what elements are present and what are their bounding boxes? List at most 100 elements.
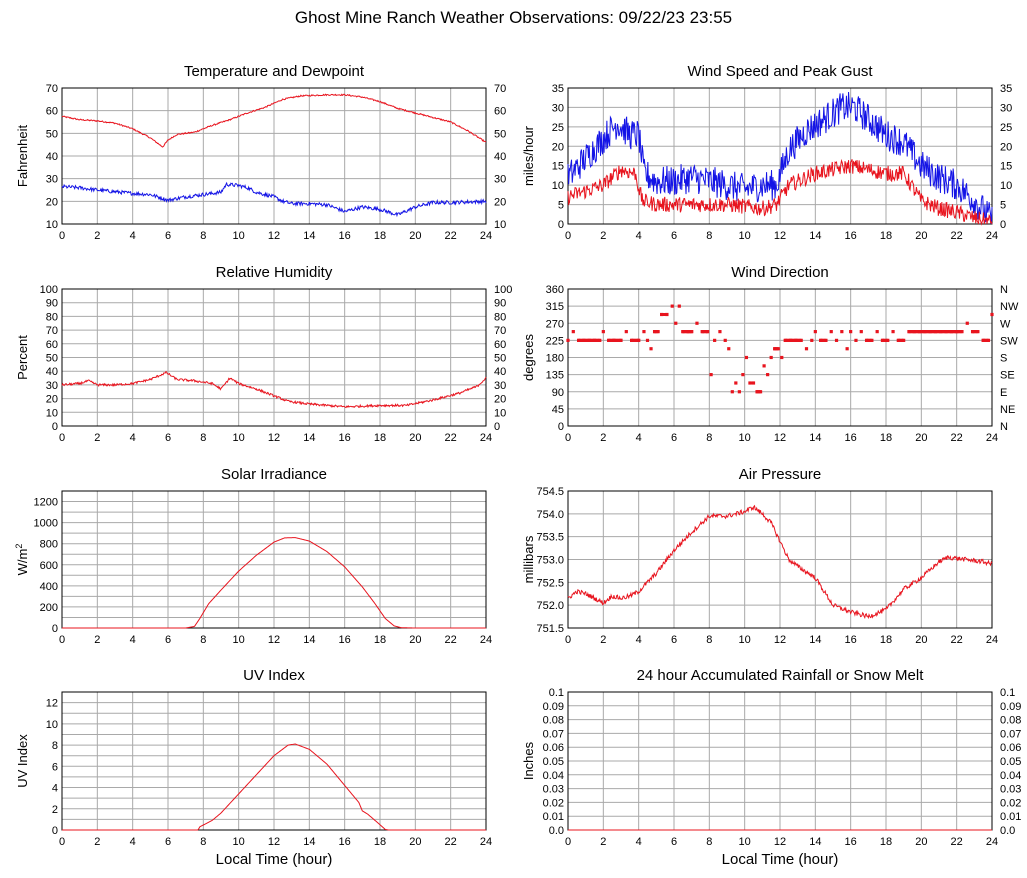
y-tick-label: 100 (40, 284, 58, 296)
data-point (566, 338, 570, 342)
y-tick-label: 753.0 (536, 555, 564, 567)
data-point (965, 321, 969, 325)
x-axis-label: Local Time (hour) (216, 851, 333, 868)
x-tick-label: 10 (233, 836, 245, 848)
data-point (665, 312, 669, 316)
y-tick-label: 4 (52, 783, 58, 795)
y-tick-label: 0.02 (543, 797, 564, 809)
data-point (959, 330, 963, 334)
data-point (734, 381, 738, 385)
x-tick-label: 20 (915, 230, 927, 242)
x-tick-label: 16 (845, 836, 857, 848)
y-tick-label-right: 0.07 (1000, 728, 1021, 740)
data-point (766, 373, 770, 377)
data-point (813, 330, 817, 334)
x-tick-label: 20 (915, 634, 927, 646)
x-tick-label: 10 (739, 836, 751, 848)
x-tick-label: 22 (951, 230, 963, 242)
y-tick-label: 10 (46, 407, 58, 419)
data-point (854, 338, 858, 342)
x-tick-label: 4 (636, 634, 642, 646)
y-tick-label-right: 20 (494, 394, 506, 406)
y-tick-label-right: 0 (494, 421, 500, 433)
x-tick-label: 12 (774, 836, 786, 848)
x-tick-label: 22 (445, 432, 457, 444)
x-tick-label: 18 (880, 230, 892, 242)
y-tick-label: 1200 (34, 497, 58, 509)
y-tick-label-right: 10 (494, 407, 506, 419)
x-tick-label: 18 (374, 836, 386, 848)
x-tick-label: 14 (303, 432, 315, 444)
x-tick-label: 12 (268, 230, 280, 242)
x-tick-label: 2 (600, 634, 606, 646)
x-axis-label: Local Time (hour) (722, 851, 839, 868)
y-tick-label: 8 (52, 740, 58, 752)
data-point (762, 364, 766, 368)
y-tick-label-right: 60 (494, 339, 506, 351)
x-tick-label: 16 (845, 432, 857, 444)
y-tick-label: 751.5 (536, 623, 564, 635)
series-line-relative-humidity (61, 371, 487, 409)
data-point (823, 338, 827, 342)
x-tick-label: 2 (94, 230, 100, 242)
y-tick-label: 754.0 (536, 509, 564, 521)
data-point (674, 321, 678, 325)
series-line-peak-gust (567, 92, 993, 225)
y-tick-label: 40 (46, 366, 58, 378)
y-tick-label: 50 (46, 128, 58, 140)
data-point (677, 304, 681, 308)
y-tick-label: 315 (546, 301, 564, 313)
y-tick-label: 753.5 (536, 532, 564, 544)
data-point (723, 338, 727, 342)
x-tick-label: 22 (951, 432, 963, 444)
chart-title: Temperature and Dewpoint (184, 63, 365, 80)
series-line-uv-index (62, 743, 486, 831)
x-tick-label: 20 (915, 432, 927, 444)
x-tick-label: 4 (636, 836, 642, 848)
y-tick-label-right: 50 (494, 128, 506, 140)
x-tick-label: 24 (480, 230, 492, 242)
x-tick-label: 24 (986, 432, 998, 444)
y-tick-label: 70 (46, 325, 58, 337)
y-tick-label: 90 (46, 298, 58, 310)
x-tick-label: 20 (409, 836, 421, 848)
x-tick-label: 0 (59, 230, 65, 242)
y-tick-label-right: 0.02 (1000, 797, 1021, 809)
x-tick-label: 16 (339, 230, 351, 242)
x-tick-label: 6 (165, 230, 171, 242)
x-tick-label: 8 (200, 634, 206, 646)
y-tick-label: 360 (546, 284, 564, 296)
x-tick-label: 6 (671, 836, 677, 848)
data-point (709, 373, 713, 377)
data-point (637, 338, 641, 342)
x-tick-label: 16 (339, 634, 351, 646)
x-tick-label: 8 (200, 230, 206, 242)
data-point (571, 330, 575, 334)
data-point (975, 330, 979, 334)
y-tick-label: 135 (546, 370, 564, 382)
x-tick-label: 4 (636, 432, 642, 444)
data-point (769, 355, 773, 360)
chart-title: 24 hour Accumulated Rainfall or Snow Mel… (637, 667, 925, 684)
data-point (706, 330, 710, 334)
x-tick-label: 20 (409, 432, 421, 444)
y-tick-label-right: 0.01 (1000, 811, 1021, 823)
data-point (810, 338, 814, 342)
data-point (986, 338, 990, 342)
x-tick-label: 12 (268, 634, 280, 646)
data-point (645, 338, 650, 342)
chart-rain: 24 hour Accumulated Rainfall or Snow Mel… (521, 667, 1021, 868)
x-tick-label: 8 (706, 230, 712, 242)
y-tick-label-right: 25 (1000, 122, 1012, 134)
y-axis-label-superscript: 2 (14, 544, 24, 549)
data-point (885, 338, 889, 342)
x-tick-label: 16 (845, 634, 857, 646)
y-tick-label-right: 0.05 (1000, 756, 1021, 768)
x-tick-label: 24 (986, 836, 998, 848)
y-tick-label-right: SE (1000, 370, 1015, 382)
chart-title: UV Index (243, 667, 305, 684)
